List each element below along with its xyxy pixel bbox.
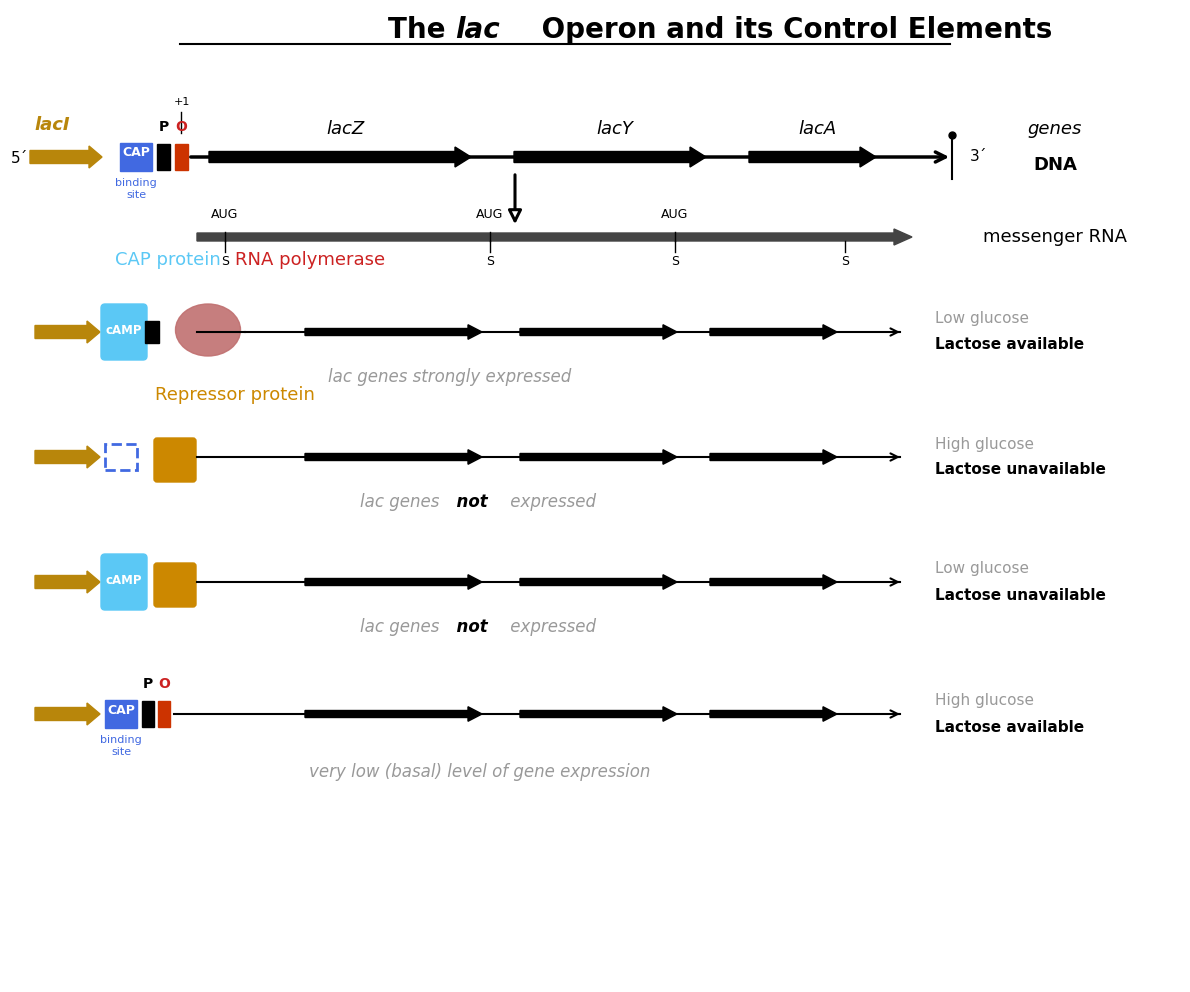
Text: expressed: expressed [505,618,596,636]
Ellipse shape [175,304,240,356]
Text: S: S [671,256,679,269]
Text: lac genes: lac genes [361,618,445,636]
Text: RNA polymerase: RNA polymerase [234,251,386,269]
FancyArrow shape [520,706,677,721]
FancyArrow shape [710,324,837,339]
FancyArrow shape [710,574,837,589]
Bar [158,701,170,727]
Text: lacY: lacY [596,120,633,138]
Text: cAMP: cAMP [106,573,143,586]
FancyArrow shape [305,324,482,339]
Text: binding
site: binding site [115,178,157,199]
Text: +1: +1 [174,97,189,107]
Text: genes: genes [1028,120,1082,138]
Text: DNA: DNA [1033,156,1077,174]
Text: not: not [445,618,488,636]
FancyBboxPatch shape [101,554,148,610]
Text: Lactose unavailable: Lactose unavailable [935,587,1106,602]
Text: lacA: lacA [798,120,837,138]
Text: Operon and its Control Elements: Operon and its Control Elements [532,16,1052,44]
Text: Lactose available: Lactose available [935,719,1084,734]
Text: O: O [158,677,170,691]
FancyArrow shape [35,703,100,725]
Text: binding
site: binding site [100,735,142,757]
FancyBboxPatch shape [101,304,148,360]
Bar [105,700,137,728]
FancyBboxPatch shape [154,438,196,482]
Text: Low glucose: Low glucose [935,561,1029,576]
Text: High glucose: High glucose [935,693,1034,708]
Text: CAP: CAP [123,147,150,160]
Text: CAP: CAP [107,703,134,716]
Bar [142,701,154,727]
FancyArrow shape [514,147,706,167]
FancyArrow shape [35,571,100,593]
Text: expressed: expressed [505,493,596,511]
Text: very low (basal) level of gene expression: very low (basal) level of gene expressio… [309,763,651,781]
FancyArrow shape [305,574,482,589]
Text: lac genes strongly expressed: lac genes strongly expressed [328,368,571,386]
Text: S: S [841,256,848,269]
Text: not: not [445,493,488,511]
Text: AUG: AUG [476,208,503,221]
FancyArrow shape [35,321,100,343]
Text: Lactose available: Lactose available [935,337,1084,352]
FancyBboxPatch shape [154,563,196,607]
Text: lacZ: lacZ [326,120,364,138]
Bar [175,144,188,170]
FancyArrow shape [30,146,102,168]
Text: The: The [388,16,455,44]
FancyArrow shape [710,449,837,464]
Text: High glucose: High glucose [935,436,1034,451]
Text: Repressor protein: Repressor protein [155,386,315,404]
Bar [145,321,159,343]
Text: P: P [158,120,169,134]
FancyArrow shape [35,446,100,468]
Text: messenger RNA: messenger RNA [983,228,1127,246]
FancyArrow shape [198,229,912,245]
Text: cAMP: cAMP [106,323,143,336]
Text: Low glucose: Low glucose [935,311,1029,326]
FancyArrow shape [520,574,677,589]
Bar [157,144,170,170]
FancyArrow shape [520,449,677,464]
Text: lacI: lacI [35,116,70,134]
FancyArrow shape [305,449,482,464]
Text: 3´: 3´ [970,150,988,165]
Text: O: O [176,120,188,134]
FancyArrow shape [710,706,837,721]
Text: Lactose unavailable: Lactose unavailable [935,462,1106,477]
Text: S: S [486,256,494,269]
Text: P: P [143,677,154,691]
Text: S: S [221,256,228,269]
Text: 5´: 5´ [12,152,29,167]
Bar [120,143,152,171]
FancyArrow shape [305,706,482,721]
Text: lac: lac [455,16,500,44]
Text: AUG: AUG [662,208,689,221]
Text: CAP protein: CAP protein [115,251,221,269]
FancyArrow shape [520,324,677,339]
FancyArrow shape [749,147,876,167]
Text: lac genes: lac genes [361,493,445,511]
Bar [105,444,137,470]
Text: AUG: AUG [212,208,239,221]
FancyArrow shape [209,147,471,167]
